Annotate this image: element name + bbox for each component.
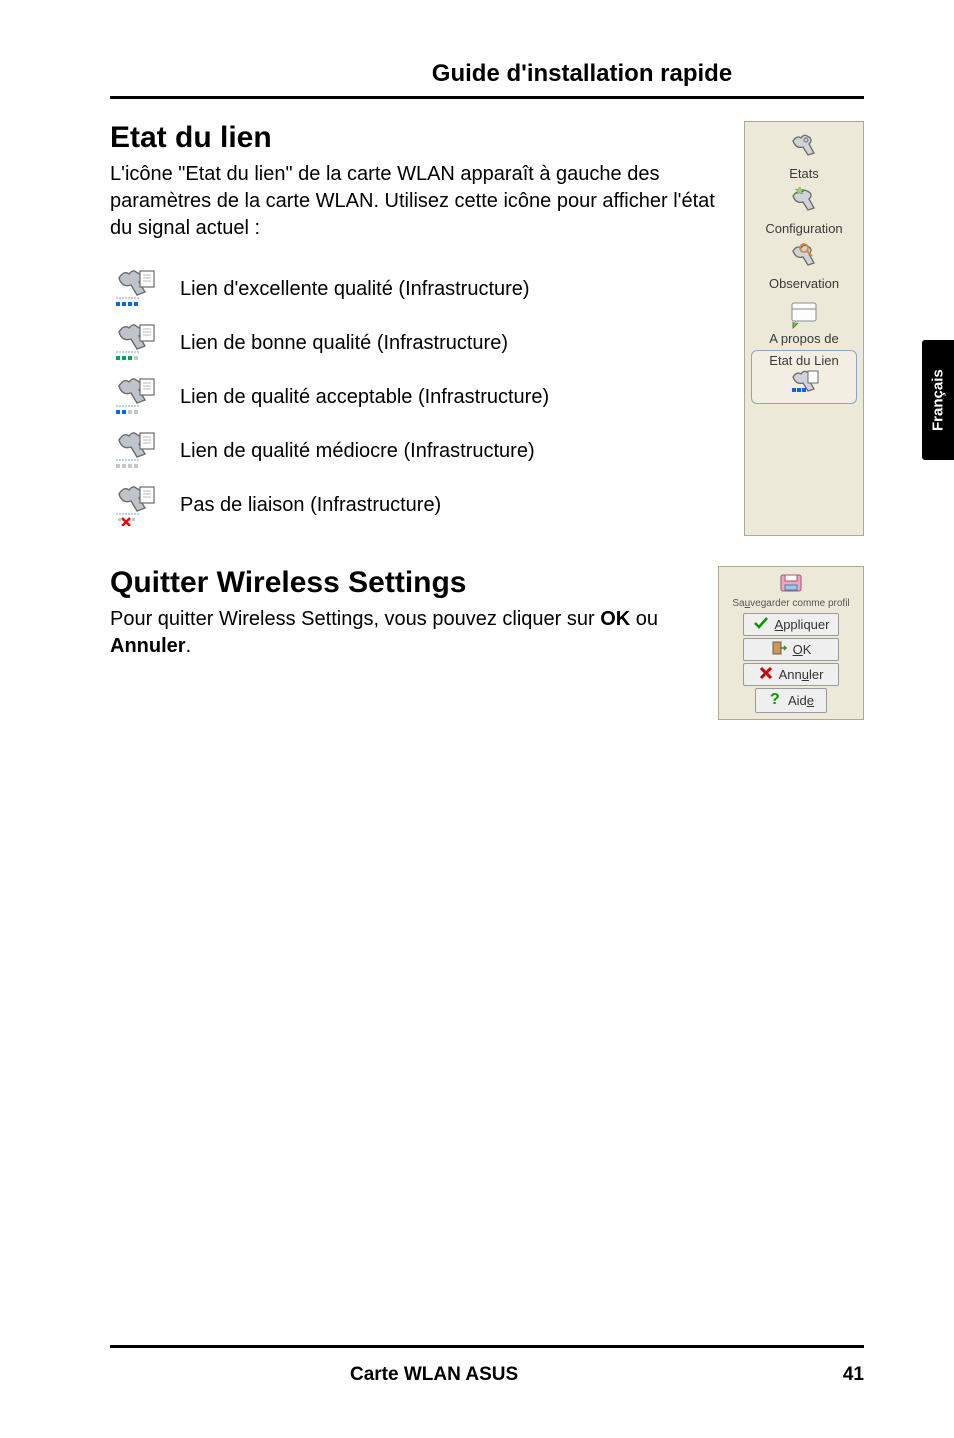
signal-row: Lien de qualité médiocre (Infrastructure… [110,428,724,474]
signal-row: Lien de bonne qualité (Infrastructure) [110,320,724,366]
signal-quality-list: Lien d'excellente qualité (Infrastructur… [110,266,724,528]
signal-label: Lien de qualité acceptable (Infrastructu… [180,386,549,409]
signal-label: Lien de bonne qualité (Infrastructure) [180,332,508,355]
paragraph-quitter: Pour quitter Wireless Settings, vous pou… [110,606,698,660]
svg-text:?: ? [770,691,780,707]
page-header: Guide d'installation rapide [300,60,864,88]
sidebar-item-apropos[interactable]: A propos de [745,293,863,348]
sidebar-label: Etats [745,166,863,181]
language-tab: Français [922,340,954,460]
save-label-text: Sauvegarder comme profil [732,598,849,609]
signal-icon [110,484,160,526]
aide-button[interactable]: ? Aide [755,688,827,713]
signal-icon [110,268,160,310]
footer-page-number: 41 [843,1364,864,1386]
sidebar-item-etats[interactable]: Etats [745,128,863,183]
footer-product: Carte WLAN ASUS [350,1364,518,1386]
button-label: Annuler [779,667,824,682]
divider-top [110,96,864,99]
button-label: Aide [788,693,814,708]
quitter-text-mid: ou [630,608,658,630]
etats-icon [784,132,824,164]
sidebar-label: Observation [745,276,863,291]
annuler-button[interactable]: Annuler [743,663,839,686]
quitter-text-post: . [186,635,192,657]
check-icon [753,616,769,633]
save-profile-label: Sauvegarder comme profil [723,598,859,609]
signal-label: Lien de qualité médiocre (Infrastructure… [180,440,535,463]
button-label: Appliquer [775,617,830,632]
configuration-icon [784,187,824,219]
heading-quitter: Quitter Wireless Settings [110,566,698,600]
signal-icon [110,430,160,472]
paragraph-etat: L'icône "Etat du lien" de la carte WLAN … [110,161,724,242]
quitter-bold-annuler: Annuler [110,635,186,657]
sidebar-item-configuration[interactable]: Configuration [745,183,863,238]
x-icon [759,666,773,683]
signal-label: Lien d'excellente qualité (Infrastructur… [180,278,530,301]
sidebar-label-highlight: Etat du Lien [752,353,856,368]
door-icon [771,641,787,658]
quitter-text-pre: Pour quitter Wireless Settings, vous pou… [110,608,600,630]
signal-row: Lien d'excellente qualité (Infrastructur… [110,266,724,312]
sidebar-label: A propos de [745,331,863,346]
signal-label: Pas de liaison (Infrastructure) [180,494,441,517]
buttons-panel: Sauvegarder comme profil Appliquer OK Annu… [718,566,864,720]
signal-row: Lien de qualité acceptable (Infrastructu… [110,374,724,420]
sidebar-label: Configuration [745,221,863,236]
sidebar-item-etat-du-lien[interactable]: Etat du Lien [751,350,857,404]
signal-row: Pas de liaison (Infrastructure) [110,482,724,528]
question-icon: ? [768,691,782,710]
button-label: OK [793,642,812,657]
heading-etat: Etat du lien [110,121,724,155]
divider-bottom [110,1345,864,1348]
apropos-icon [784,297,824,329]
etat-du-lien-icon [784,368,824,396]
signal-icon [110,376,160,418]
ok-button[interactable]: OK [743,638,839,661]
quitter-bold-ok: OK [600,608,630,630]
signal-icon [110,322,160,364]
sidebar-item-observation[interactable]: Observation [745,238,863,293]
save-profile-icon [779,573,803,593]
observation-icon [784,242,824,274]
wlan-sidebar-panel: Etats Configuration Observation [744,121,864,536]
appliquer-button[interactable]: Appliquer [743,613,839,636]
